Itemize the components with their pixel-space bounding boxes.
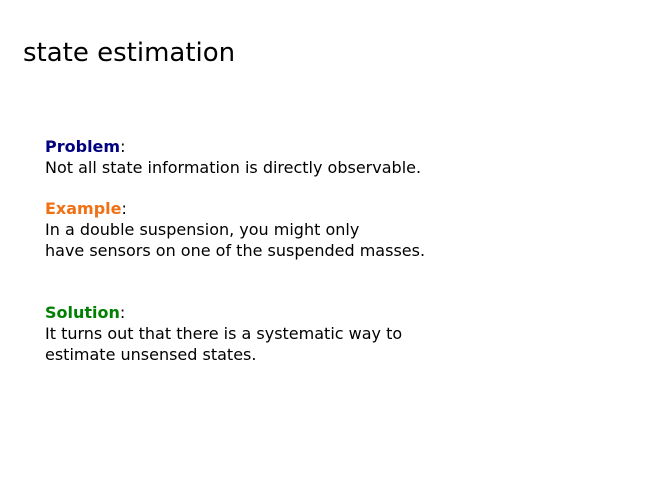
example-text-line-1: In a double suspension, you might only bbox=[45, 220, 360, 239]
example-section: Example: In a double suspension, you mig… bbox=[45, 198, 425, 261]
problem-heading: Problem: bbox=[45, 136, 421, 157]
solution-heading: Solution: bbox=[45, 302, 402, 323]
example-colon: : bbox=[121, 199, 127, 218]
example-heading: Example: bbox=[45, 198, 425, 219]
problem-colon: : bbox=[120, 137, 126, 156]
problem-text-line-1: Not all state information is directly ob… bbox=[45, 158, 422, 177]
example-label: Example bbox=[45, 199, 122, 218]
solution-text-line-2: estimate unsensed states. bbox=[45, 345, 257, 364]
solution-text-line-1: It turns out that there is a systematic … bbox=[45, 324, 403, 343]
problem-label: Problem bbox=[45, 137, 121, 156]
slide-title: state estimation bbox=[23, 38, 236, 68]
solution-colon: : bbox=[119, 303, 126, 322]
problem-section: Problem: Not all state information is di… bbox=[45, 136, 421, 178]
example-text-line-2: have sensors on one of the suspended mas… bbox=[45, 241, 426, 260]
solution-section: Solution: It turns out that there is a s… bbox=[45, 302, 402, 365]
solution-label: Solution bbox=[45, 303, 120, 322]
